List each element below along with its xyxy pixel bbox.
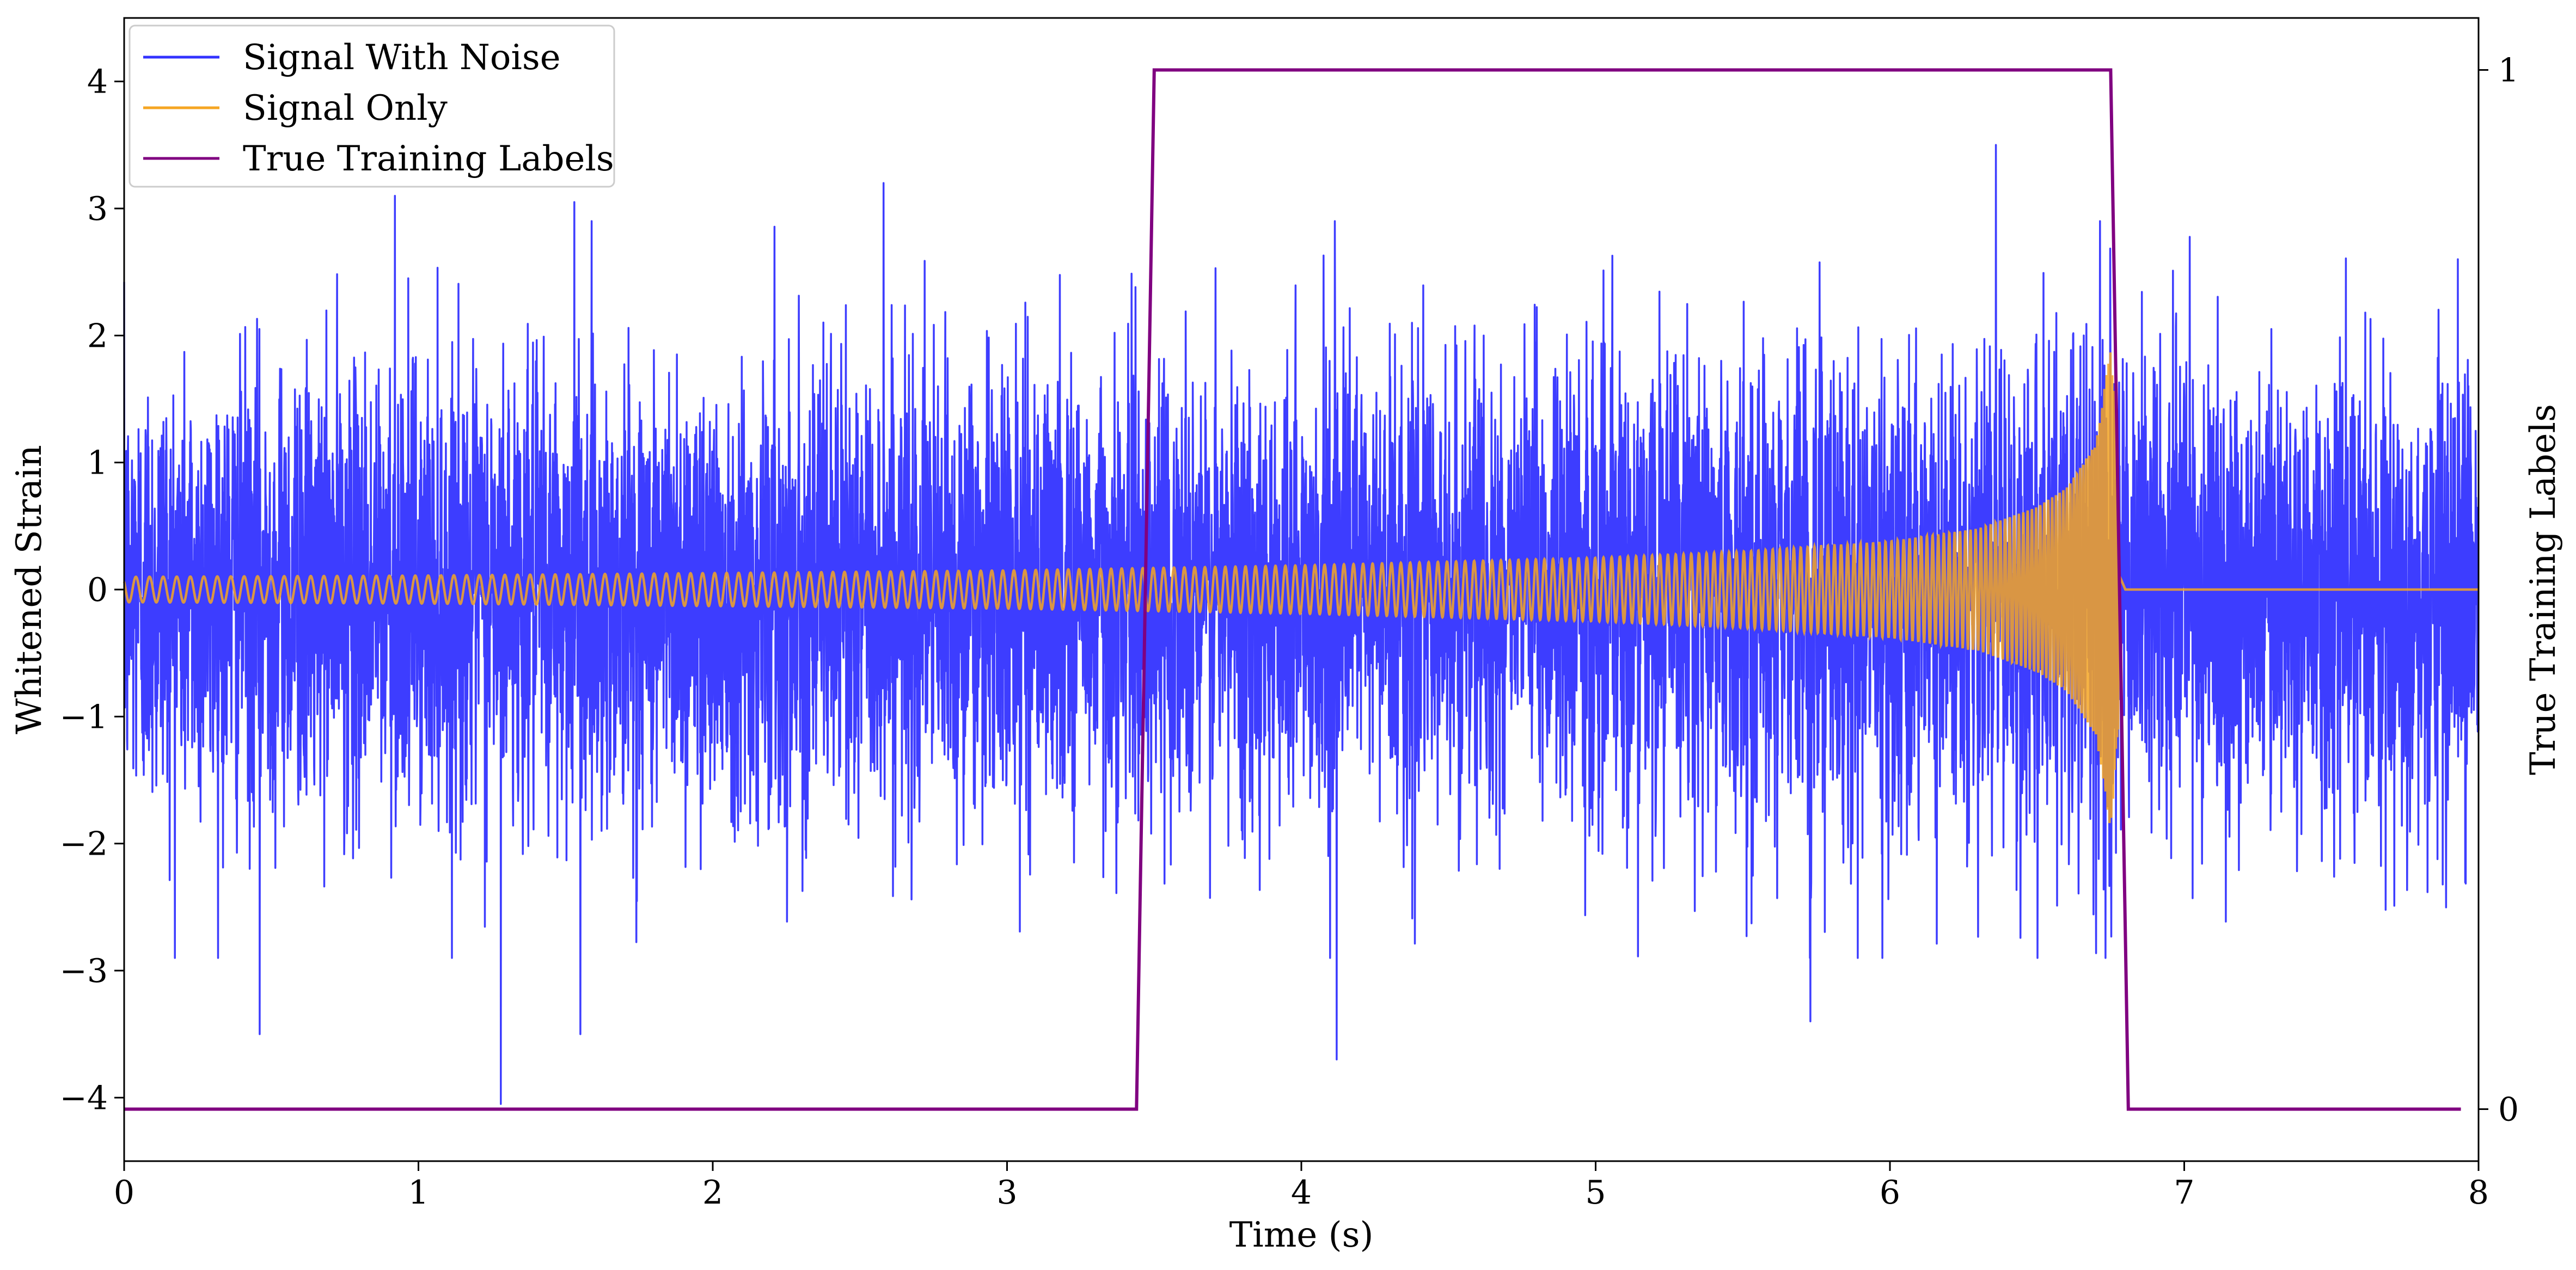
y-tick-label: 3: [87, 190, 108, 228]
legend: Signal With Noise Signal Only True Train…: [129, 24, 615, 188]
legend-label-true-training-labels: True Training Labels: [243, 139, 614, 179]
legend-label-signal-with-noise: Signal With Noise: [243, 38, 561, 78]
series-layer: [123, 68, 2480, 1111]
y-tick-label: 0: [87, 571, 108, 609]
series-line-signal-only: [123, 352, 2479, 824]
x-tick-label: 6: [1880, 1174, 1900, 1212]
x-tick-label: 1: [408, 1174, 429, 1212]
x-tick-label: 3: [996, 1174, 1017, 1212]
x-tick-label: 2: [702, 1174, 723, 1212]
legend-label-signal-only: Signal Only: [243, 88, 448, 128]
y-tick-label: −1: [60, 698, 108, 736]
x-axis-label: Time (s): [1229, 1215, 1374, 1255]
series-line-true-training-labels: [124, 68, 2461, 1111]
y-tick-label: 1: [87, 444, 108, 482]
tick-layer: 0 1 2 3 4 5 6 7 8 −4 −3 −2 −1 0 1 2 3 4 0 1: [60, 51, 2519, 1212]
x-tick-label: 5: [1585, 1174, 1606, 1212]
x-tick-label: 8: [2468, 1174, 2489, 1212]
y-tick-label: 2: [87, 317, 108, 355]
x-tick-label: 4: [1291, 1174, 1312, 1212]
legend-box: [129, 24, 615, 188]
y-tick-label: −4: [60, 1079, 108, 1117]
y2-tick-label: 1: [2498, 51, 2519, 89]
y2-axis-label: True Training Labels: [2523, 404, 2563, 775]
y-tick-label: 4: [87, 63, 108, 101]
y-tick-label: −3: [60, 952, 108, 990]
y-tick-label: −2: [60, 825, 108, 863]
x-tick-label: 7: [2174, 1174, 2194, 1212]
y-axis-label: Whitened Strain: [9, 445, 50, 734]
x-tick-label: 0: [114, 1174, 134, 1212]
y2-tick-label: 0: [2498, 1091, 2519, 1129]
